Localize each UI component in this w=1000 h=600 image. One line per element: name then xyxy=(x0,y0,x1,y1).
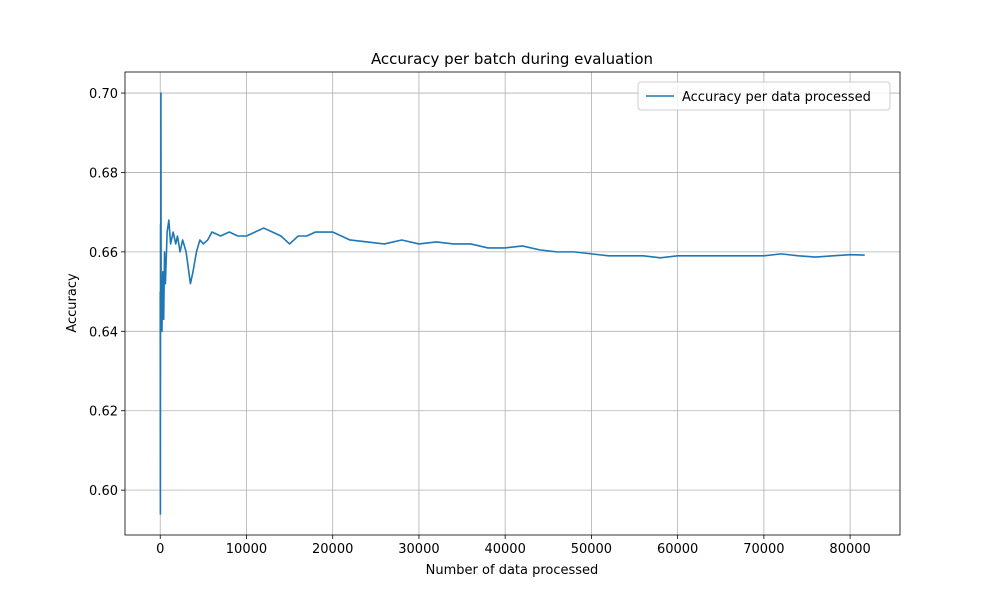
data-line xyxy=(159,92,865,515)
x-tick-label: 20000 xyxy=(312,542,353,557)
y-axis-label: Accuracy xyxy=(65,273,80,333)
y-tick-label: 0.70 xyxy=(89,87,118,102)
x-axis-label: Number of data processed xyxy=(426,563,599,578)
plot-frame xyxy=(124,71,901,536)
y-tick-label: 0.62 xyxy=(89,405,118,420)
chart-title: Accuracy per batch during evaluation xyxy=(371,50,653,68)
y-tick-label: 0.68 xyxy=(89,166,118,181)
x-tick-label: 40000 xyxy=(484,542,525,557)
x-tick-label: 70000 xyxy=(743,542,784,557)
x-tick-label: 50000 xyxy=(571,542,612,557)
x-tick-label: 30000 xyxy=(398,542,439,557)
x-tick-label: 0 xyxy=(156,542,164,557)
legend-box xyxy=(637,81,891,111)
y-tick-label: 0.66 xyxy=(89,246,118,261)
x-tick-label: 80000 xyxy=(829,542,870,557)
legend-label: Accuracy per data processed xyxy=(682,90,871,105)
y-tick-label: 0.60 xyxy=(89,484,118,499)
x-tick-label: 10000 xyxy=(226,542,267,557)
y-tick-label: 0.64 xyxy=(89,325,118,340)
x-tick-label: 60000 xyxy=(657,542,698,557)
